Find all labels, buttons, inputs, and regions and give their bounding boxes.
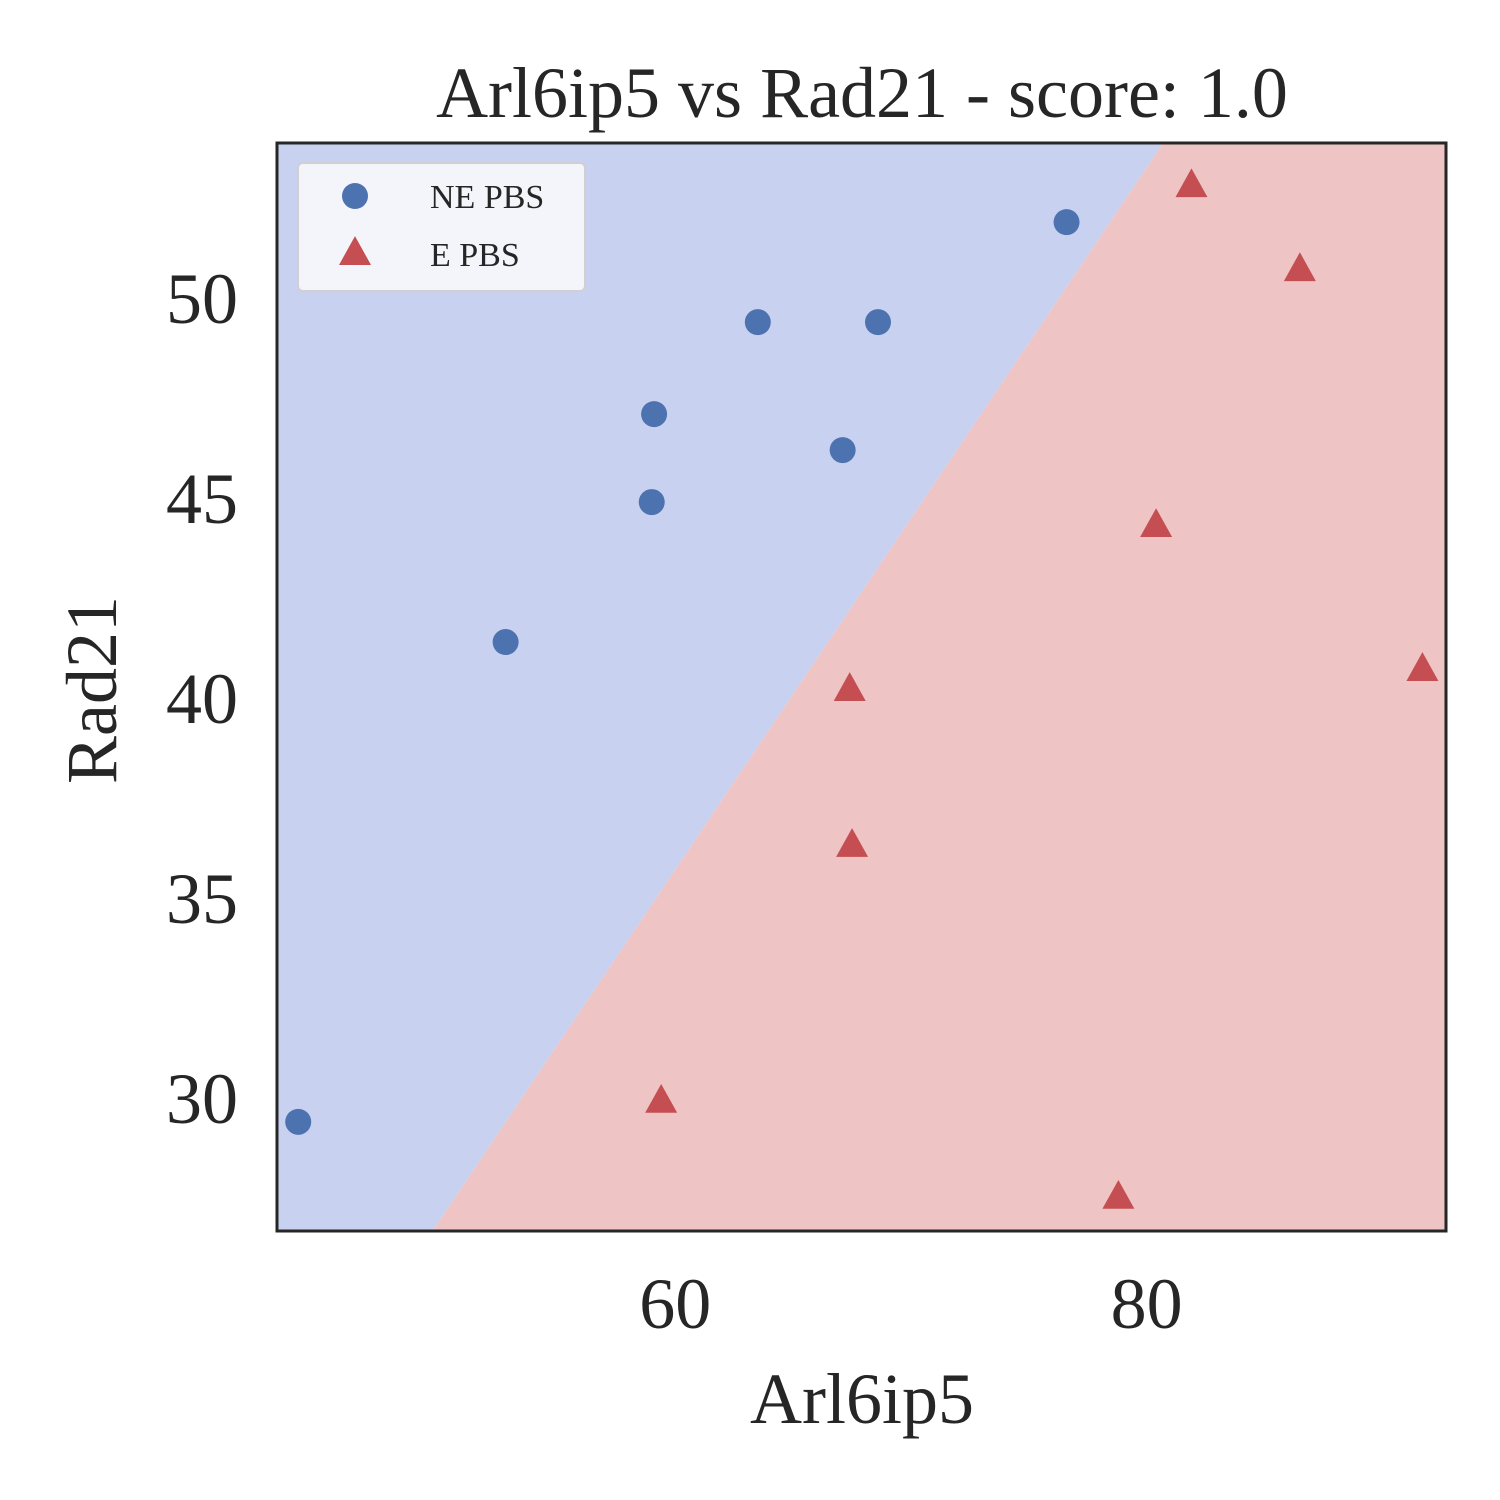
legend-box <box>297 162 586 292</box>
data-point <box>645 1083 678 1113</box>
data-point <box>1140 508 1173 538</box>
legend-label: NE PBS <box>430 179 544 216</box>
data-point <box>1406 652 1439 681</box>
data-points <box>285 168 1439 1209</box>
data-point <box>638 489 665 516</box>
data-point <box>864 309 891 336</box>
region-ne-pbs <box>277 143 1164 1231</box>
data-point <box>492 629 519 656</box>
decision-regions <box>277 143 1446 1231</box>
y-axis-label: Rad21 <box>52 596 132 784</box>
x-axis-label: Arl6ip5 <box>750 1359 974 1439</box>
y-tick-label: 50 <box>166 259 238 339</box>
x-tick-label: 80 <box>1111 1264 1183 1344</box>
legend-label: E PBS <box>430 237 520 274</box>
data-point <box>744 309 771 336</box>
data-point <box>1053 209 1080 236</box>
x-tick-label: 60 <box>639 1264 711 1344</box>
y-tick-label: 40 <box>166 659 238 739</box>
y-axis-ticks: 30 35 40 45 50 <box>166 259 238 1139</box>
y-tick-label: 35 <box>166 859 238 939</box>
region-e-pbs <box>432 143 1446 1231</box>
data-point <box>829 437 856 464</box>
data-point <box>1102 1179 1135 1209</box>
data-point <box>1283 252 1316 282</box>
legend-marker <box>339 236 371 265</box>
data-point <box>836 828 869 857</box>
data-point <box>641 401 668 428</box>
x-axis-ticks: 60 80 <box>639 1264 1182 1344</box>
legend: NE PBS E PBS <box>297 162 586 292</box>
data-point <box>833 672 866 701</box>
data-point <box>1175 168 1208 198</box>
legend-marker <box>342 183 368 209</box>
y-tick-label: 30 <box>166 1059 238 1139</box>
plot-frame <box>275 141 1448 1233</box>
data-point <box>285 1108 312 1135</box>
chart-title: Arl6ip5 vs Rad21 - score: 1.0 <box>436 53 1288 133</box>
y-tick-label: 45 <box>166 459 238 539</box>
